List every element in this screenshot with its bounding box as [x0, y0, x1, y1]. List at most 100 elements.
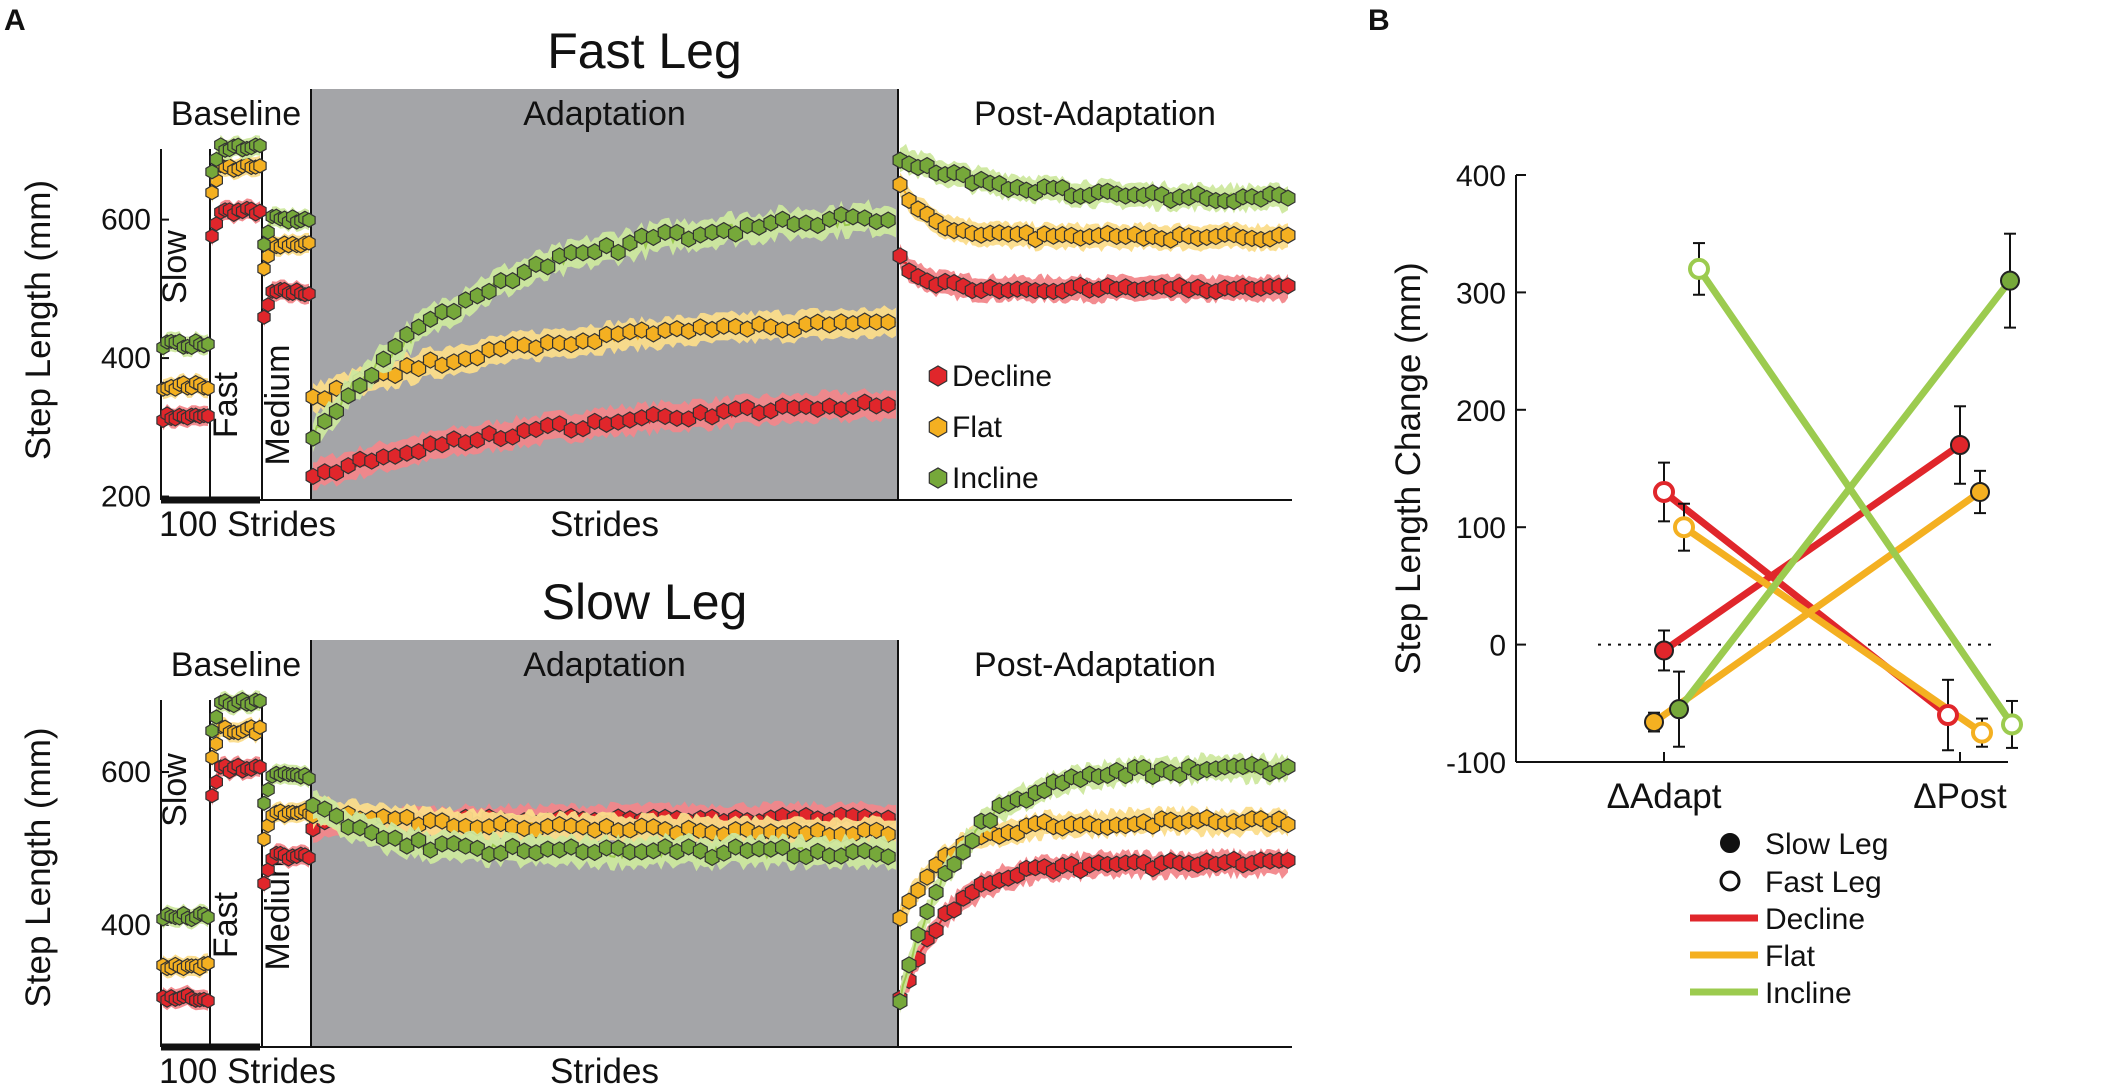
incline-marker [505, 837, 521, 856]
incline-marker [305, 429, 321, 447]
legend-flat-label: Flat [952, 411, 1003, 444]
b-line-incline-fast [1695, 265, 2016, 728]
flat-marker [880, 313, 896, 331]
incline-marker [364, 824, 380, 842]
slow-leg-baseline-fast-label: Fast [207, 891, 245, 958]
b-y-tick-label: 0 [1489, 630, 1506, 663]
b-legend-incline-label: Incline [1765, 977, 1852, 1010]
incline-marker [352, 377, 368, 395]
incline-marker [305, 796, 321, 814]
flat-marker [892, 175, 908, 194]
flat-marker [634, 321, 650, 339]
decline-marker [892, 247, 908, 265]
flat-marker [1280, 815, 1296, 834]
decline-marker [446, 430, 462, 448]
flat-marker [399, 808, 415, 827]
panel-a-letter: A [4, 4, 26, 37]
incline-marker [257, 236, 271, 253]
incline-mean-line [899, 761, 1289, 1002]
flat-marker [645, 818, 661, 836]
incline-marker [982, 812, 998, 830]
incline-marker [253, 138, 267, 154]
b-marker-incline-slow [1669, 699, 1689, 720]
b-line-flat-fast [1680, 523, 1986, 737]
incline-marker [364, 366, 380, 385]
legend-incline-marker [928, 467, 948, 489]
slow-leg-y-tick-label: 600 [101, 756, 151, 789]
slow-leg-title: Slow Leg [542, 574, 748, 630]
incline-marker [253, 693, 267, 709]
incline-marker [528, 255, 544, 273]
incline-marker [261, 224, 275, 240]
flat-marker [253, 719, 267, 735]
legend-decline-label: Decline [952, 360, 1052, 393]
step-length-change-chart: -100 0 100 200 300 400 ΔAdapt ΔPost Step Length … [1389, 160, 2023, 1010]
incline-marker [892, 992, 908, 1011]
decline-marker [261, 862, 275, 878]
flat-marker [868, 821, 885, 840]
slow-leg-baseline-slow-label: Slow [156, 753, 194, 827]
fast-leg-chart: Fast Leg Baseline Adaptation Post-Adaptatio… [19, 23, 1296, 544]
decline-marker [205, 228, 219, 244]
b-marker-decline-fast [1937, 704, 1959, 727]
slow-leg-baseline-header: Baseline [171, 646, 301, 684]
decline-mean-line [899, 856, 1289, 999]
slow-leg-adaptation-header: Adaptation [523, 646, 686, 684]
b-y-tick-label: 200 [1456, 395, 1506, 428]
legend-incline-label: Incline [952, 462, 1039, 495]
incline-marker [692, 842, 708, 860]
fast-leg-x-label-left: 100 Strides [159, 505, 336, 544]
incline-marker [387, 337, 403, 356]
decline-marker [209, 774, 223, 790]
flat-marker [201, 380, 215, 397]
slow-leg-series-incline [156, 689, 1296, 1014]
incline-marker [340, 387, 356, 405]
decline-marker [880, 396, 896, 414]
incline-marker [964, 832, 980, 850]
flat-marker [516, 336, 532, 354]
slow-leg-y-label: Step Length (mm) [19, 727, 58, 1007]
incline-marker [880, 211, 896, 229]
incline-marker [201, 336, 215, 352]
fast-leg-series-incline [156, 134, 1296, 453]
flat-marker [205, 749, 219, 766]
b-legend-decline-label: Decline [1765, 903, 1865, 936]
legend-flat-marker [928, 416, 948, 438]
incline-marker [716, 221, 732, 240]
flat-marker [810, 313, 826, 331]
slow-leg-post-header: Post-Adaptation [974, 646, 1216, 684]
incline-marker [833, 206, 849, 224]
b-marker-decline-slow [1950, 435, 1970, 456]
slow-leg-chart: Slow Leg Baseline Adaptation Post-Adaptatio… [19, 574, 1296, 1087]
incline-marker [411, 831, 427, 849]
flat-marker [763, 318, 779, 336]
flat-marker [201, 955, 215, 971]
flat-marker [669, 320, 685, 338]
slow-leg-y-tick-label: 400 [101, 909, 151, 942]
fast-leg-adaptation-header: Adaptation [523, 95, 686, 133]
slow-leg-x-label-center: Strides [550, 1052, 659, 1087]
incline-marker [610, 839, 626, 857]
decline-marker [692, 403, 708, 422]
fast-leg-series-decline [156, 198, 1296, 491]
b-legend-slow-label: Slow Leg [1765, 828, 1888, 861]
incline-marker [727, 838, 744, 856]
incline-marker [481, 282, 497, 301]
flat-marker [575, 818, 591, 836]
incline-marker [928, 883, 944, 901]
flat-marker [751, 315, 767, 333]
decline-marker [261, 297, 275, 313]
incline-marker [302, 770, 316, 787]
fast-leg-x-label-center: Strides [550, 505, 659, 544]
incline-marker [209, 709, 223, 725]
incline-marker [205, 164, 219, 180]
flat-marker [1280, 226, 1296, 244]
flat-marker [302, 235, 316, 251]
flat-marker [493, 814, 509, 833]
incline-marker [328, 402, 344, 421]
incline-marker [598, 237, 615, 255]
incline-marker [657, 838, 673, 856]
b-y-tick-label: 400 [1456, 160, 1506, 193]
flat-marker [434, 812, 450, 830]
